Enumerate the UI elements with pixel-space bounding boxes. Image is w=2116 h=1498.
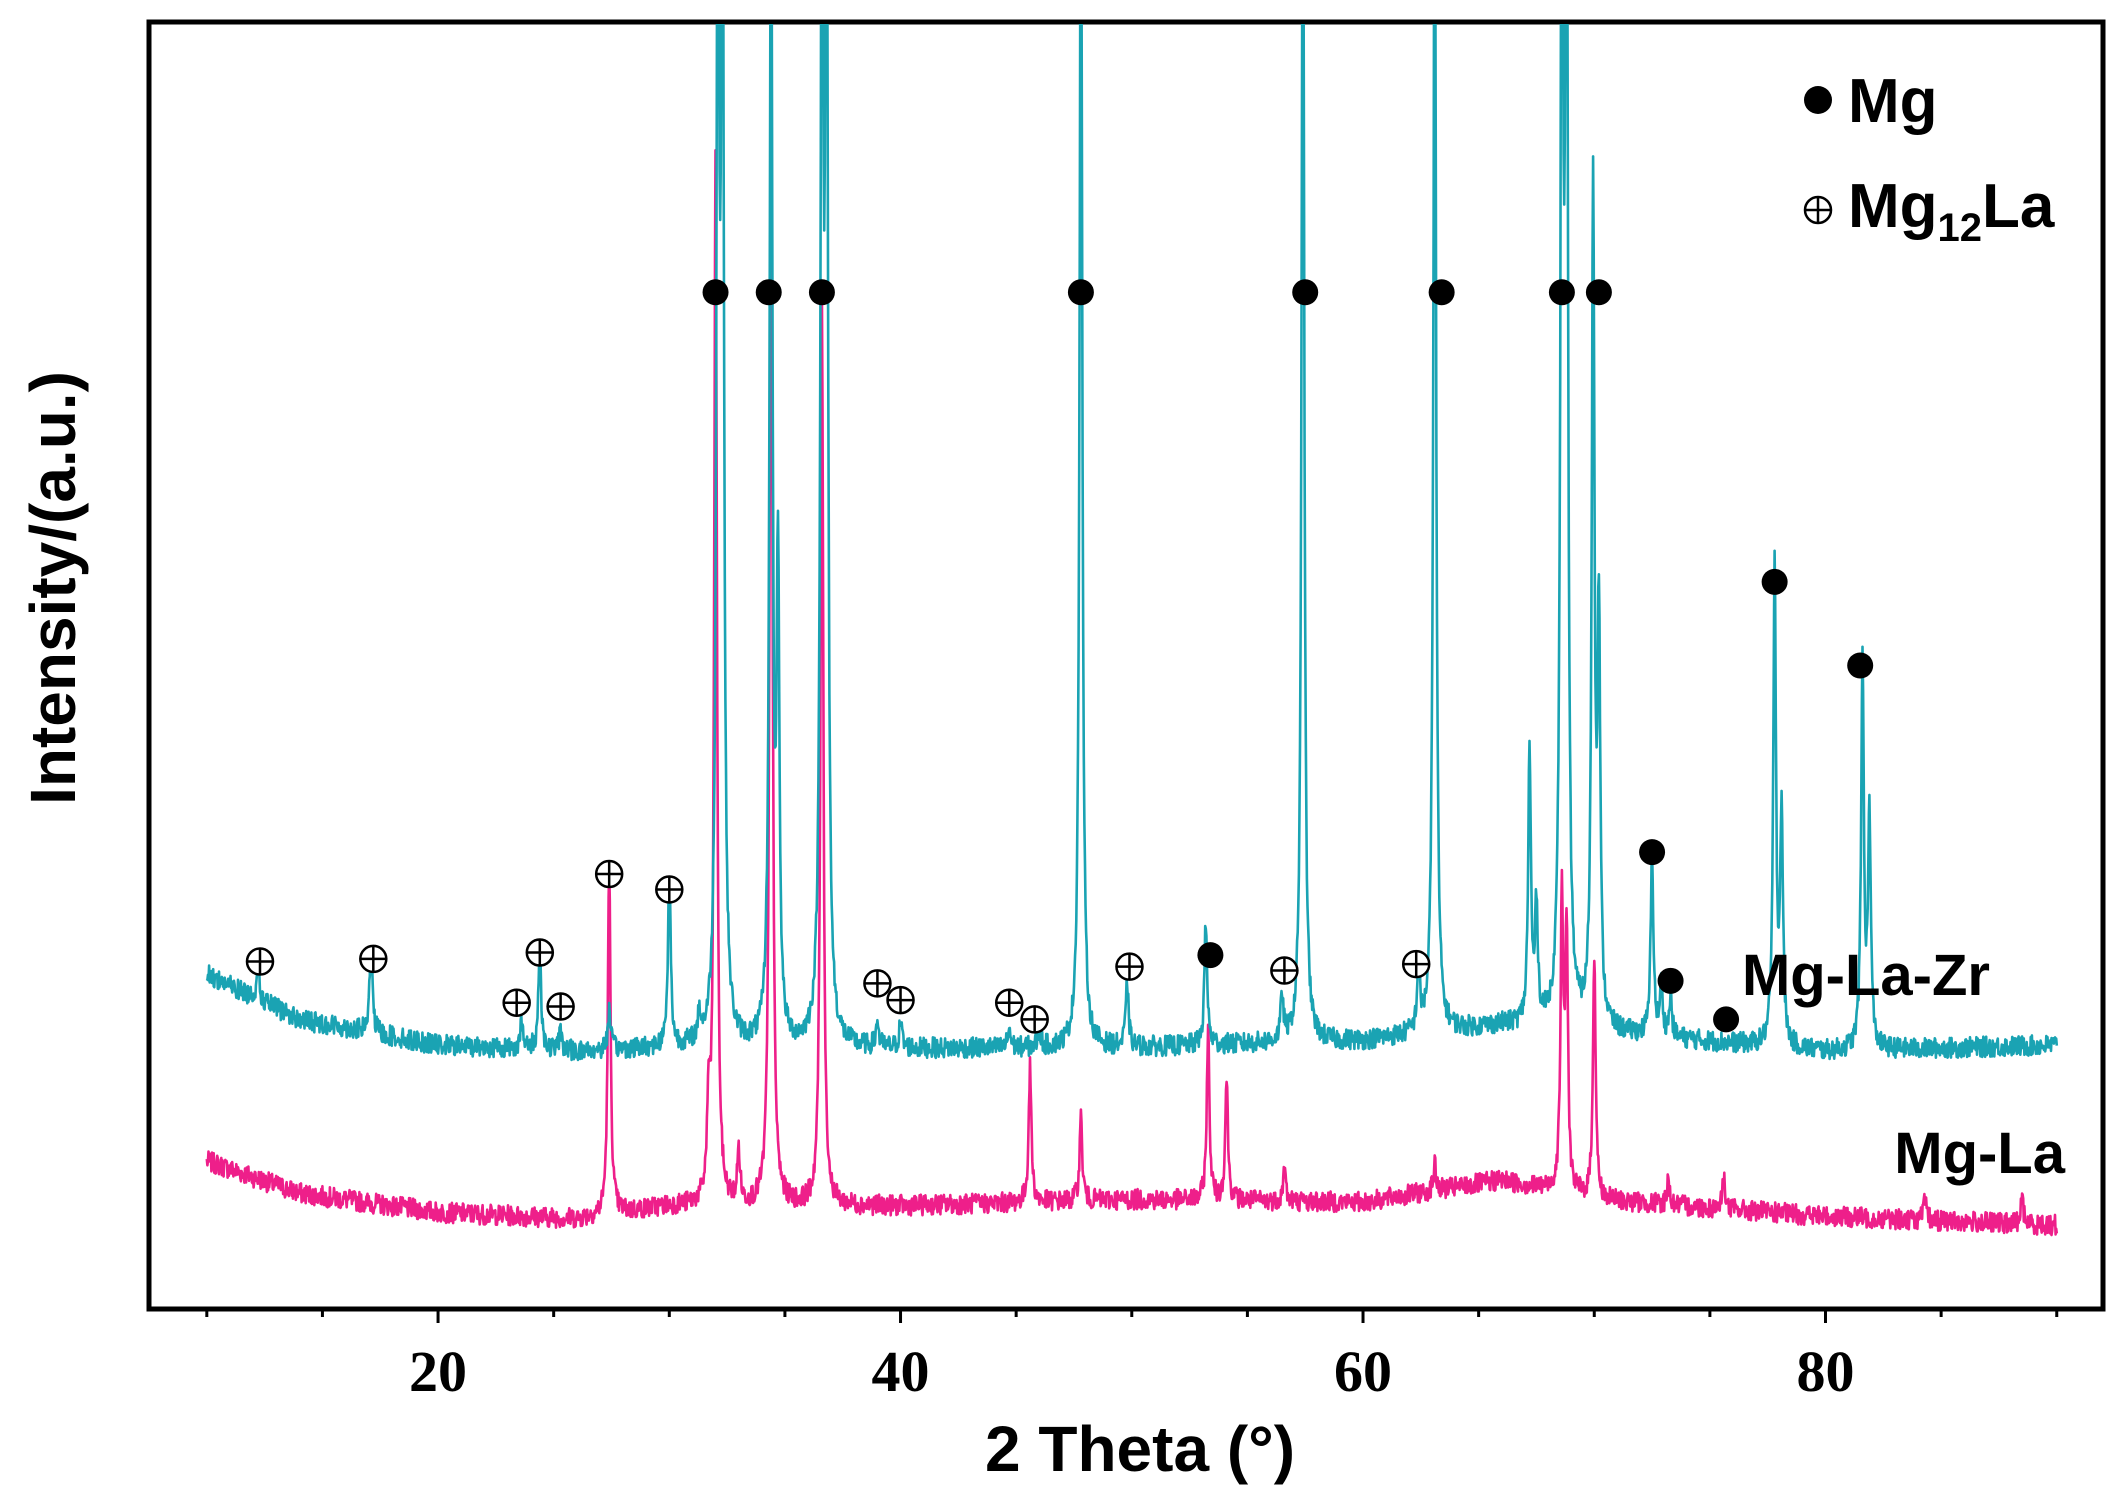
x-axis-title: 2 Theta (°) [985,1413,1295,1485]
x-tick-label-80: 80 [1797,1339,1855,1404]
legend-mg-label: Mg [1848,67,1938,136]
series-layer [205,24,2059,1237]
legend-mg-marker [1804,86,1832,114]
marker-layer [245,279,1874,1034]
legend-mg12la-suffix: La [1982,172,2055,241]
mg-peak-marker-5 [1428,279,1455,306]
series-line-mg-la [205,52,2059,1237]
mg-peak-marker-9 [1847,652,1874,679]
mg12la-peak-marker-6 [655,875,684,904]
mg12la-peak-marker-0 [245,947,275,976]
mg-peak-marker-11 [1197,942,1224,969]
y-axis-title: Intensity/(a.u.) [17,371,89,805]
mg12la-peak-marker-7 [863,969,892,998]
mg12la-peak-marker-1 [359,944,388,974]
mg-peak-marker-13 [1713,1006,1740,1033]
mg-peak-marker-8 [1761,568,1788,595]
mg-peak-marker-6 [1548,279,1575,306]
mg-peak-marker-0 [702,279,729,306]
mg12la-peak-marker-9 [994,988,1024,1017]
mg-peak-marker-1 [755,279,782,306]
series-line-mg-la-zr [205,24,2059,1062]
mg-peak-marker-2 [808,279,835,306]
mg12la-peak-marker-8 [886,985,915,1015]
series-label-mg-la: Mg-La [1894,1121,2065,1186]
mg-peak-marker-12 [1657,967,1684,994]
plot-frame [146,19,2106,1312]
mg12la-peak-marker-2 [502,988,531,1017]
series-label-mg-la-zr: Mg-La-Zr [1742,943,1990,1008]
mg12la-peak-marker-3 [525,938,555,967]
mg12la-peak-marker-5 [594,859,624,889]
legend-mg12la-label: Mg12La [1848,172,2055,250]
x-tick-label-20: 20 [409,1339,467,1404]
mg-peak-marker-7 [1585,279,1612,306]
mg-peak-marker-4 [1292,279,1319,306]
mg12la-peak-marker-10 [1020,1005,1049,1034]
x-axis-ticks: 20 40 60 80 [205,1309,2059,1404]
x-tick-label-40: 40 [872,1339,930,1404]
mg-peak-marker-3 [1067,279,1094,306]
mg12la-peak-marker-4 [546,992,575,1021]
legend: Mg Mg12La [1803,67,2055,250]
mg12la-peak-marker-11 [1115,952,1144,981]
legend-mg12la-base: Mg [1848,172,1938,241]
mg12la-peak-marker-12 [1270,956,1299,985]
legend-mg12la-subscript: 12 [1938,206,1983,250]
mg12la-peak-marker-13 [1401,949,1431,979]
mg-peak-marker-10 [1639,839,1666,866]
legend-mg12la-marker [1803,195,1833,225]
x-tick-label-60: 60 [1334,1339,1392,1404]
